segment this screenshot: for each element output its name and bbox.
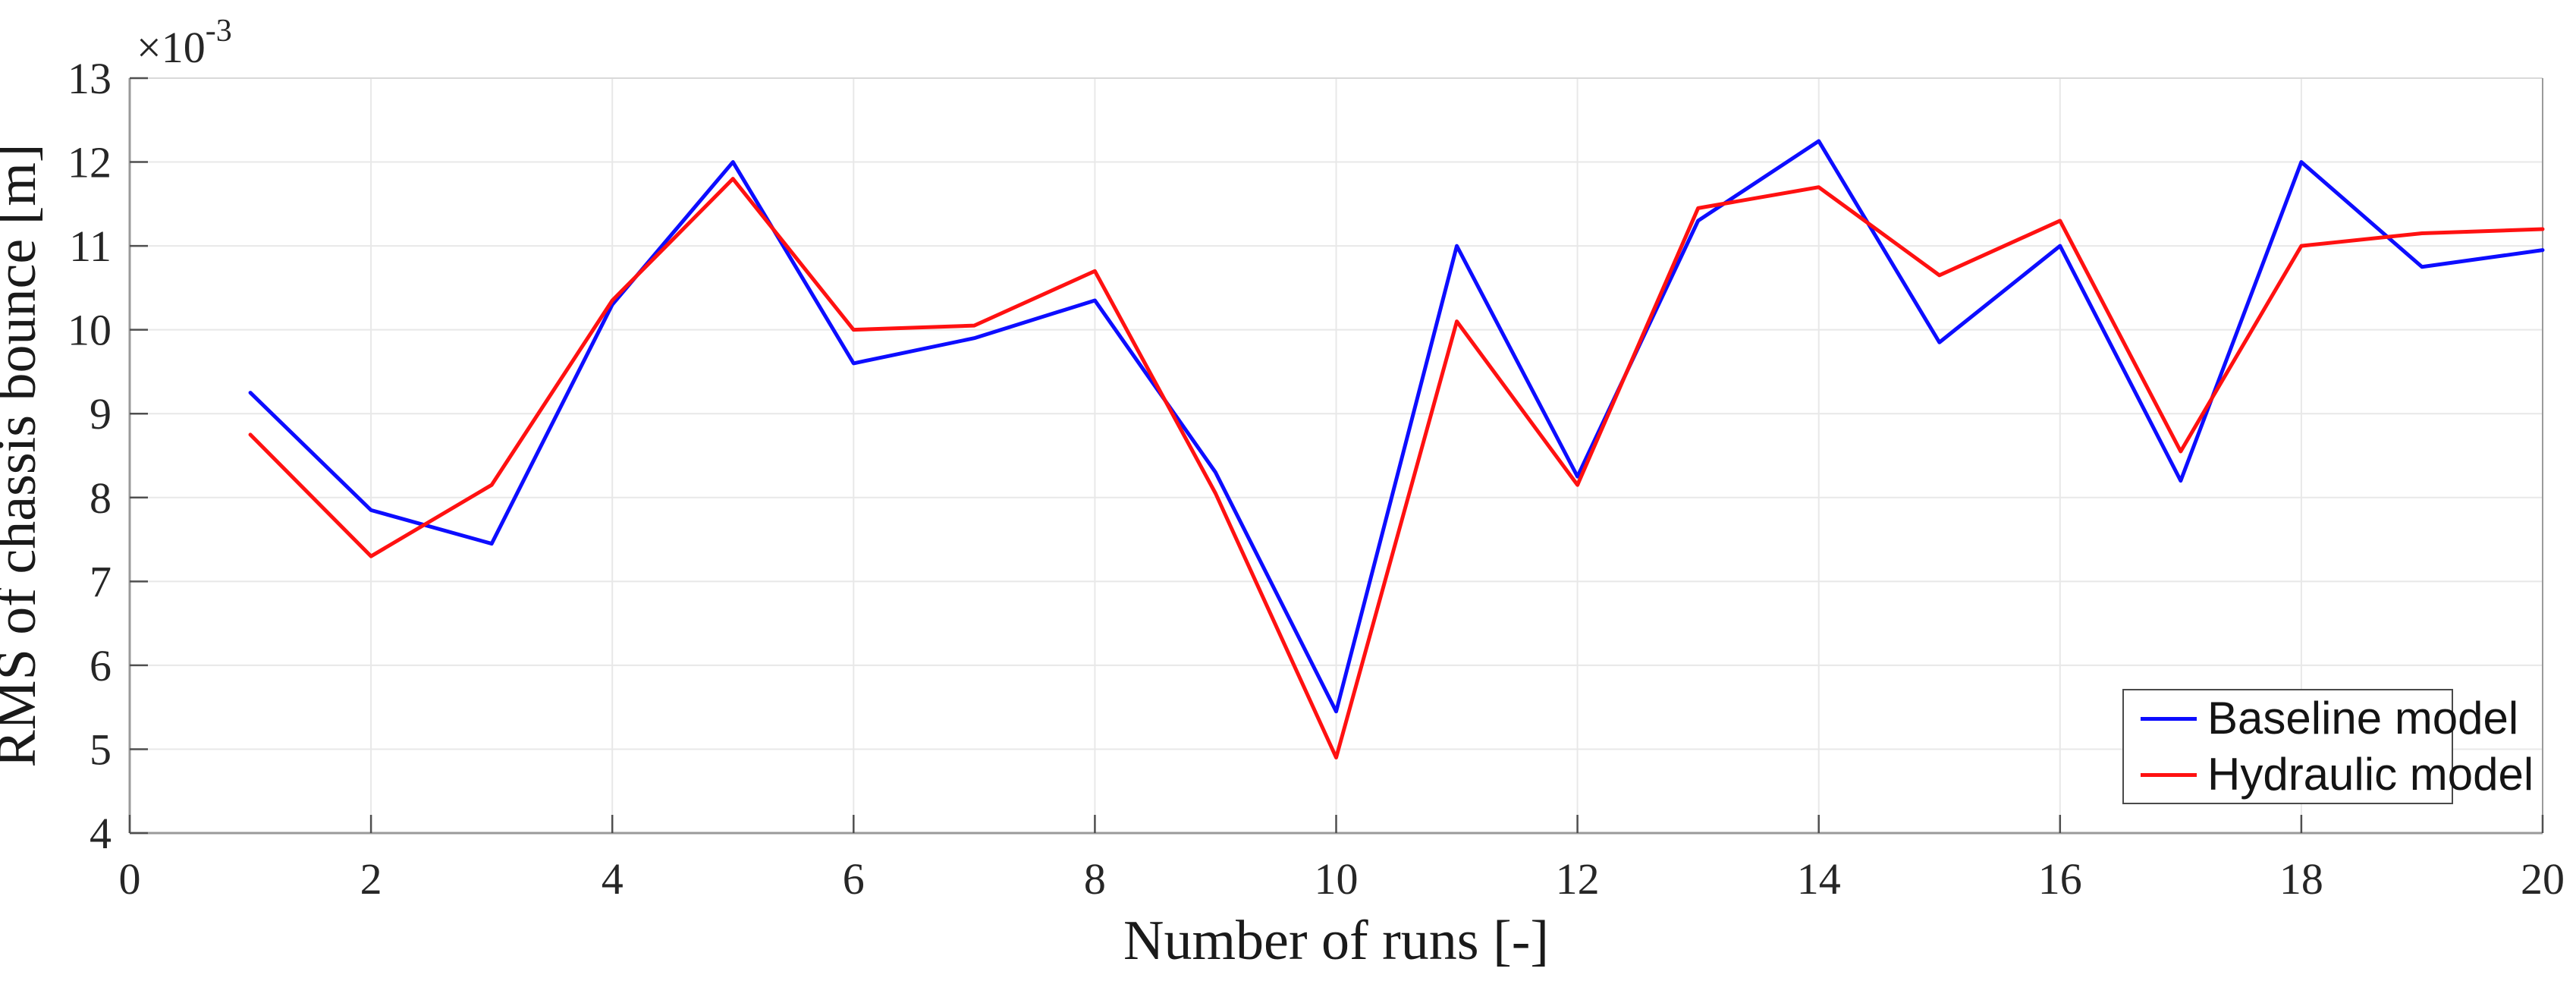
x-axis-label: Number of runs [-]: [1123, 910, 1549, 972]
x-tick-label: 0: [119, 854, 141, 904]
x-tick-label: 2: [360, 854, 382, 904]
legend-line-hydraulic: [2141, 772, 2197, 777]
y-tick-label: 13: [68, 54, 112, 103]
x-tick-label: 12: [1556, 854, 1600, 904]
x-tick-label: 16: [2038, 854, 2082, 904]
x-tick-label: 18: [2279, 854, 2323, 904]
y-tick-label: 6: [90, 641, 112, 690]
y-axis-offset-label: ×10-3: [137, 14, 232, 72]
series-line-baseline: [248, 139, 2545, 714]
y-tick-label: 8: [90, 473, 112, 523]
y-tick-label: 7: [90, 557, 112, 606]
y-tick-label: 5: [90, 725, 112, 774]
x-tick-label: 6: [843, 854, 865, 904]
y-tick-label: 9: [90, 389, 112, 439]
legend-line-baseline: [2141, 716, 2197, 721]
x-tick-label: 4: [602, 854, 624, 904]
x-tick-label: 10: [1315, 854, 1359, 904]
y-axis-label: RMS of chassis bounce [m]: [0, 143, 48, 767]
y-tick-label: 12: [68, 138, 112, 187]
x-tick-label: 20: [2521, 854, 2565, 904]
legend-item-hydraulic: Hydraulic model: [2124, 747, 2534, 803]
legend-item-baseline: Baseline model: [2124, 690, 2518, 747]
y-tick-label: 4: [90, 809, 112, 858]
x-tick-label: 8: [1084, 854, 1106, 904]
series-line-hydraulic: [248, 177, 2545, 759]
legend-label-hydraulic: Hydraulic model: [2207, 749, 2534, 800]
y-tick-label: 11: [69, 222, 112, 271]
legend-label-baseline: Baseline model: [2207, 693, 2519, 744]
y-tick-label: 10: [68, 306, 112, 355]
legend: Baseline model Hydraulic model: [2122, 689, 2534, 804]
x-tick-label: 14: [1797, 854, 1841, 904]
